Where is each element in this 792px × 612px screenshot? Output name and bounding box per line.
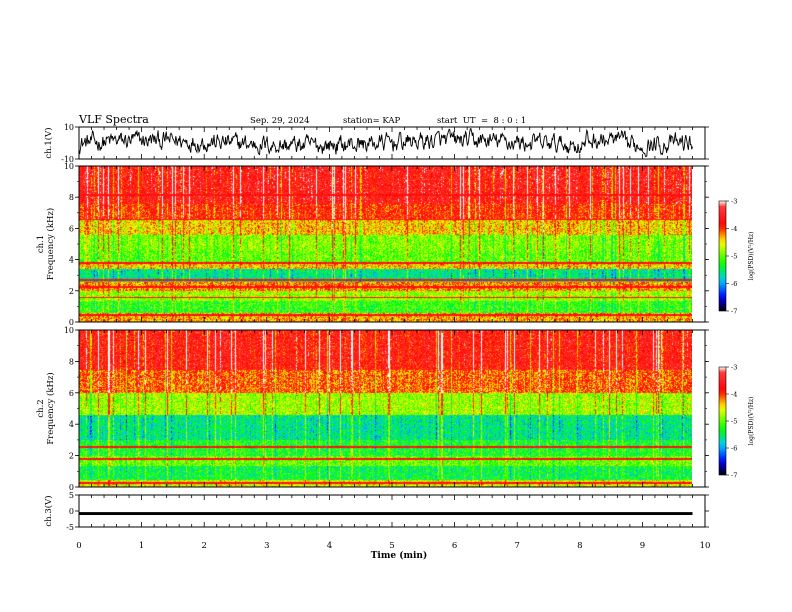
y-tick-label: 2 (69, 452, 74, 461)
colorbar-tick-label: -4 (731, 225, 737, 233)
ch2-colorbar-gradient (719, 367, 726, 475)
ch3-waveform-line (79, 512, 693, 515)
y-tick-label: 6 (69, 389, 74, 398)
start-ut-label: start UT = 8 : 0 : 1 (437, 116, 526, 126)
x-tick-label: 9 (640, 541, 645, 551)
y-tick-label: 6 (69, 224, 74, 233)
y-axis-label: ch.3(V) (43, 495, 54, 526)
colorbar-label: log(PSD)(V²/Hz) (748, 232, 755, 281)
y-axis-label-channel: ch.1 (36, 235, 46, 253)
date-label: Sep. 29, 2024 (250, 116, 310, 126)
y-tick-label: 2 (69, 287, 74, 296)
colorbar-tick-label: -3 (731, 198, 737, 206)
x-tick-label: 10 (700, 541, 711, 551)
colorbar-tick-label: -6 (731, 445, 737, 453)
x-axis-label: Time (min) (371, 550, 428, 561)
ch2-colorbar: -3 -4 -5 -6 -7 log(PSD)(V²/Hz) (718, 364, 755, 480)
x-tick-label: 8 (577, 541, 582, 551)
y-tick-label: 5 (69, 491, 74, 500)
x-tick-label: 6 (452, 541, 457, 551)
figure-title: VLF Spectra (78, 113, 149, 126)
colorbar-tick-label: -6 (731, 280, 737, 288)
y-tick-label: 8 (69, 193, 74, 202)
ch1-waveform-panel: 10 -10 ch.1(V) (43, 123, 709, 164)
ch2-spectrogram-panel: 0 2 4 6 8 10 ch.2 Frequency (kHz) (36, 326, 709, 492)
ch2-spectrogram-image (79, 330, 692, 487)
colorbar-tick-label: -7 (731, 472, 737, 480)
y-axis-label-channel: ch.2 (36, 399, 46, 417)
x-tick-label: 1 (139, 541, 144, 551)
y-tick-label: 10 (64, 123, 74, 132)
x-tick-label: 7 (514, 541, 519, 551)
y-tick-label: 10 (64, 326, 74, 335)
y-axis-label-frequency: Frequency (kHz) (45, 208, 56, 280)
colorbar-tick-label: -7 (731, 308, 737, 316)
colorbar-tick-label: -5 (731, 418, 737, 426)
ch3-waveform-panel: 50-5ch.3(V)0 1 2 3 4 5 6 7 8 9 10 (43, 491, 710, 551)
y-tick-label: -10 (61, 155, 74, 164)
y-tick-label: 0 (69, 507, 74, 516)
ch1-spectrogram-image (79, 166, 692, 322)
colorbar-tick-label: -4 (731, 391, 737, 399)
x-tick-label: 3 (264, 541, 269, 551)
x-tick-label: 2 (201, 541, 206, 551)
station-label: station= KAP (343, 116, 401, 126)
colorbar-label: log(PSD)(V²/Hz) (748, 397, 755, 446)
y-axis-label: ch.1(V) (43, 127, 54, 158)
y-axis-label-frequency: Frequency (kHz) (45, 372, 56, 444)
colorbar-tick-label: -3 (731, 364, 737, 372)
ch1-colorbar: -3 -4 -5 -6 -7 log(PSD)(V²/Hz) (718, 198, 755, 316)
ch1-waveform-line (78, 128, 693, 157)
y-tick-label: 0 (69, 318, 74, 327)
ch1-colorbar-gradient (719, 201, 726, 311)
y-tick-label: 4 (69, 256, 74, 265)
x-tick-label: 0 (76, 541, 81, 551)
x-tick-label: 4 (327, 541, 332, 551)
x-tick-label: 5 (389, 541, 394, 551)
y-tick-label: -5 (66, 523, 74, 532)
colorbar-tick-label: -5 (731, 253, 737, 261)
ch1-spectrogram-panel: 0 2 4 6 8 10 ch.1 Frequency (kHz) (36, 162, 709, 327)
y-tick-label: 10 (64, 162, 74, 171)
y-tick-label: 4 (69, 420, 74, 429)
y-tick-label: 0 (69, 483, 74, 492)
y-tick-label: 8 (69, 357, 74, 366)
